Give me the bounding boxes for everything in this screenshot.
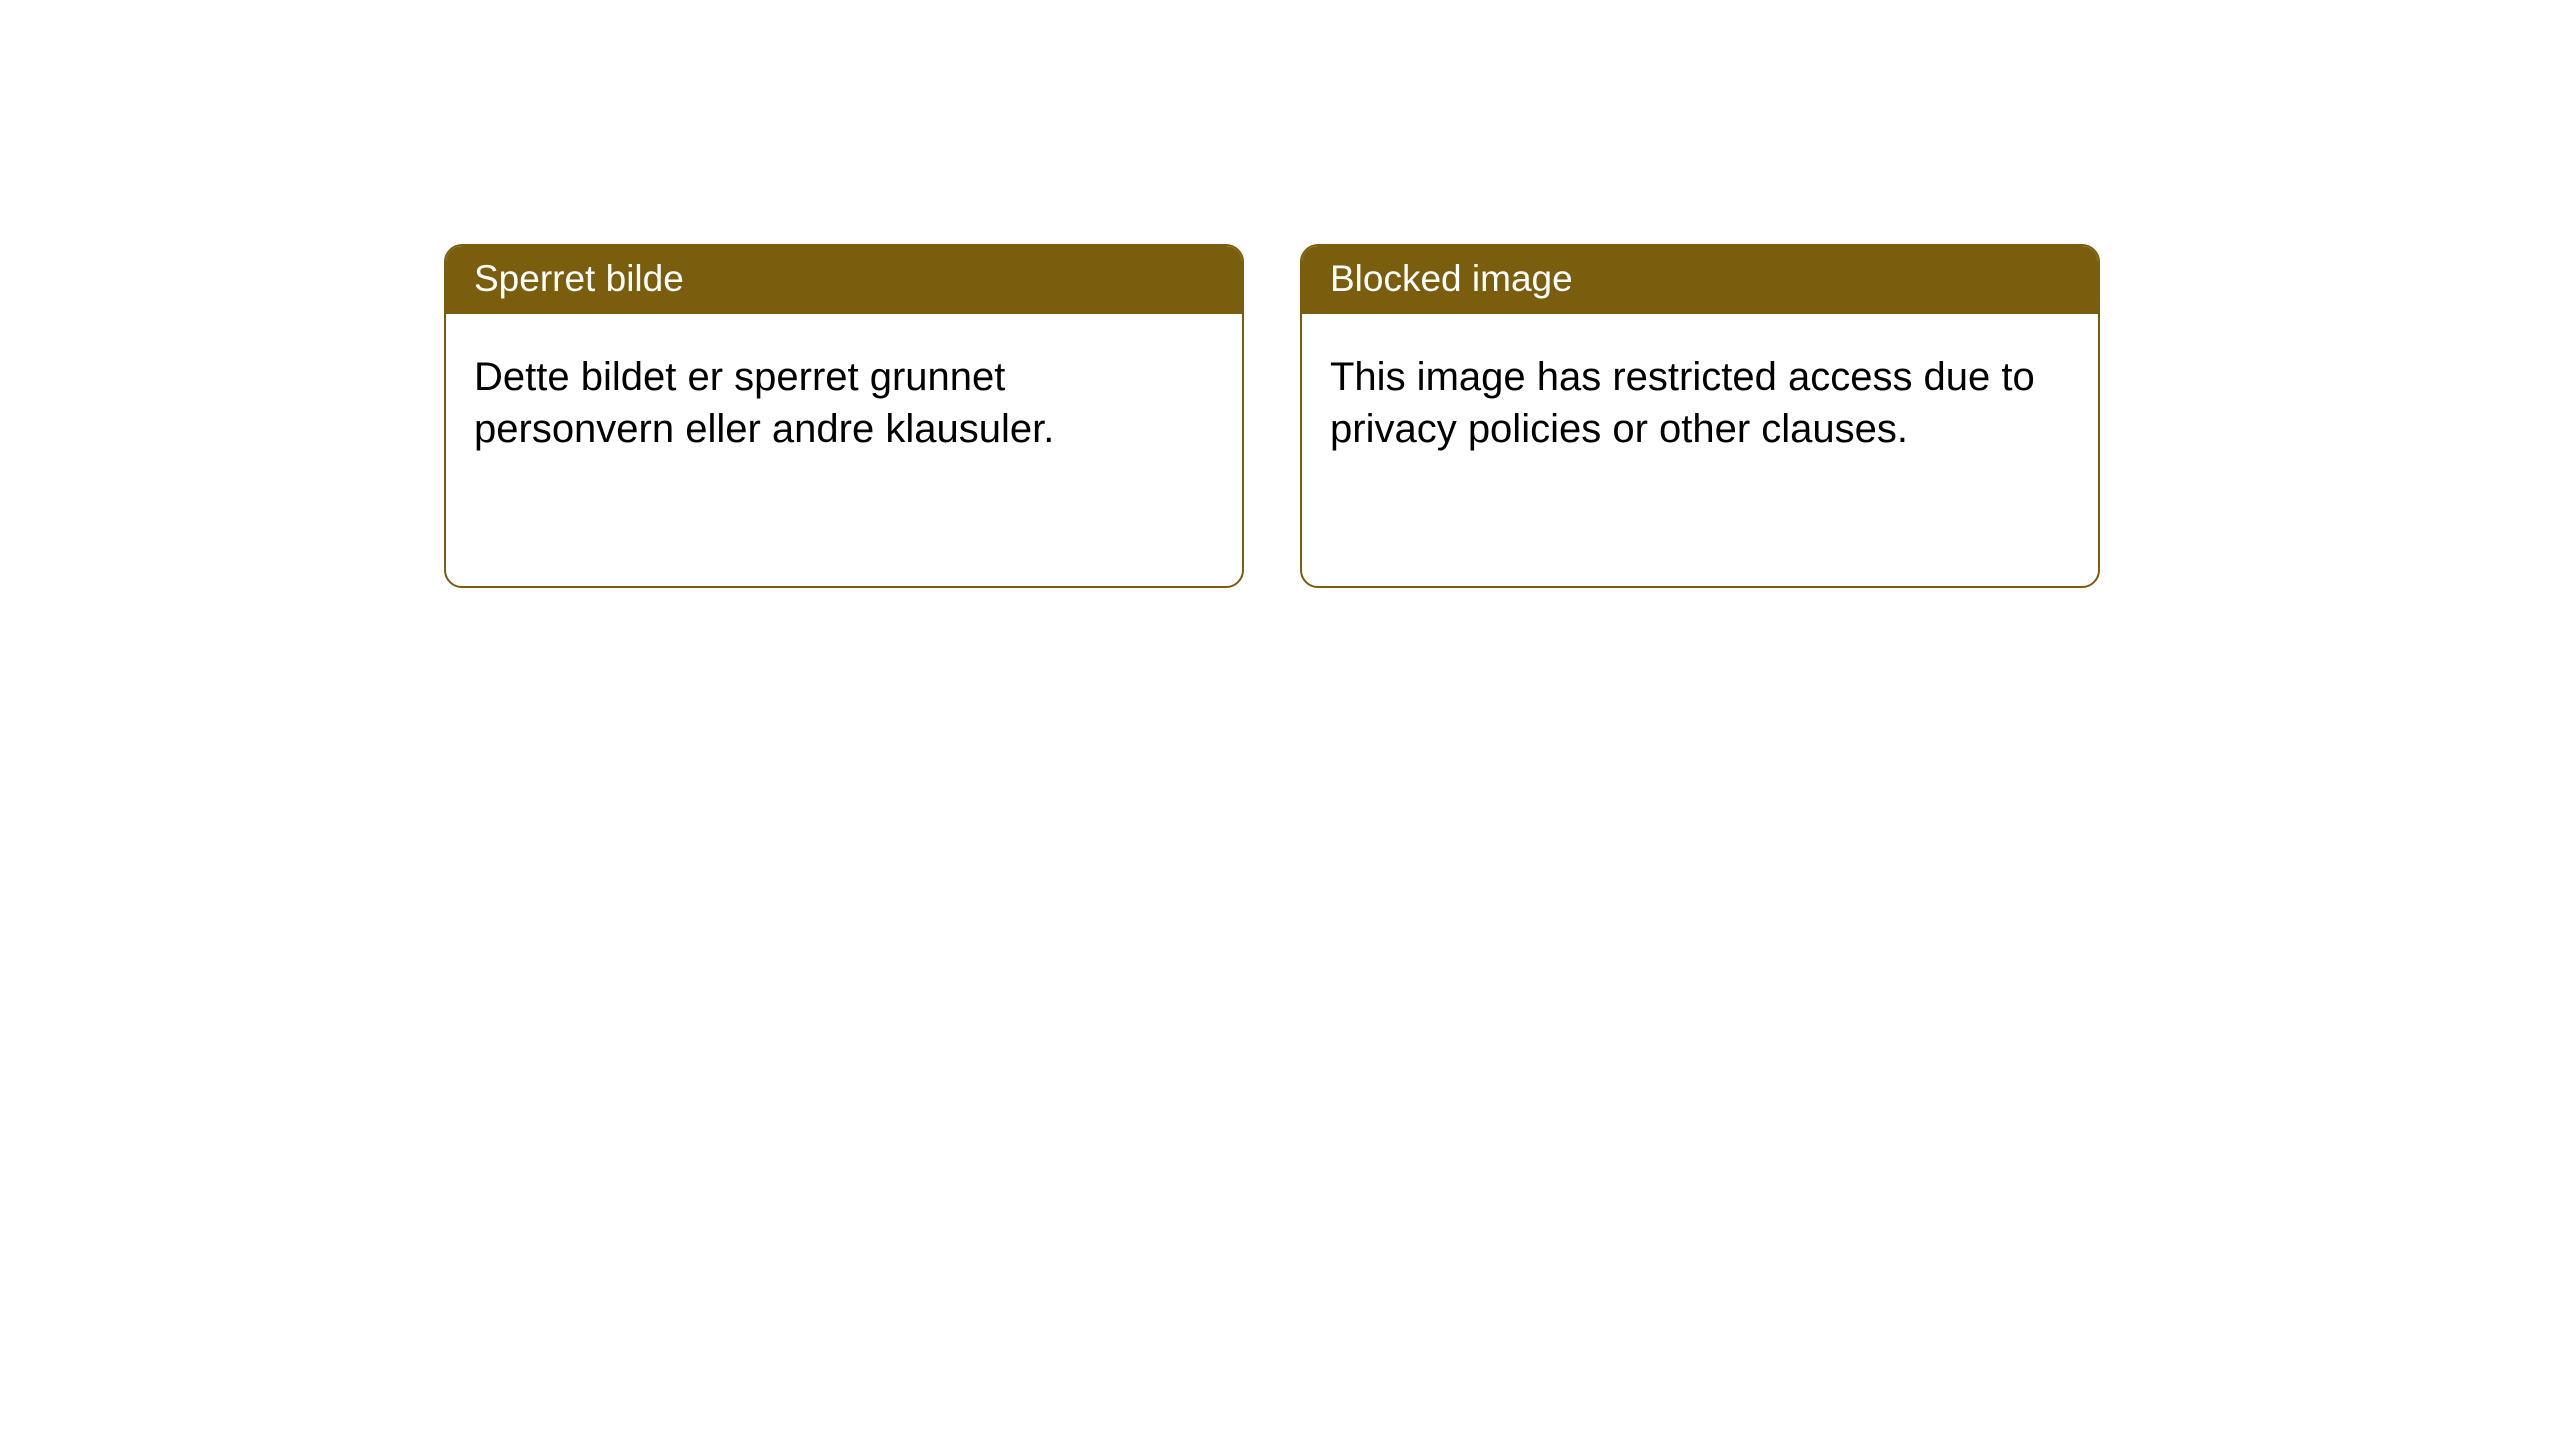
notice-card-no: Sperret bilde Dette bildet er sperret gr… (444, 244, 1244, 588)
notice-card-en: Blocked image This image has restricted … (1300, 244, 2100, 588)
notice-card-body: Dette bildet er sperret grunnet personve… (446, 314, 1242, 586)
notice-card-title: Blocked image (1302, 246, 2098, 314)
notice-card-title: Sperret bilde (446, 246, 1242, 314)
notice-container: Sperret bilde Dette bildet er sperret gr… (0, 0, 2560, 588)
notice-card-body: This image has restricted access due to … (1302, 314, 2098, 586)
